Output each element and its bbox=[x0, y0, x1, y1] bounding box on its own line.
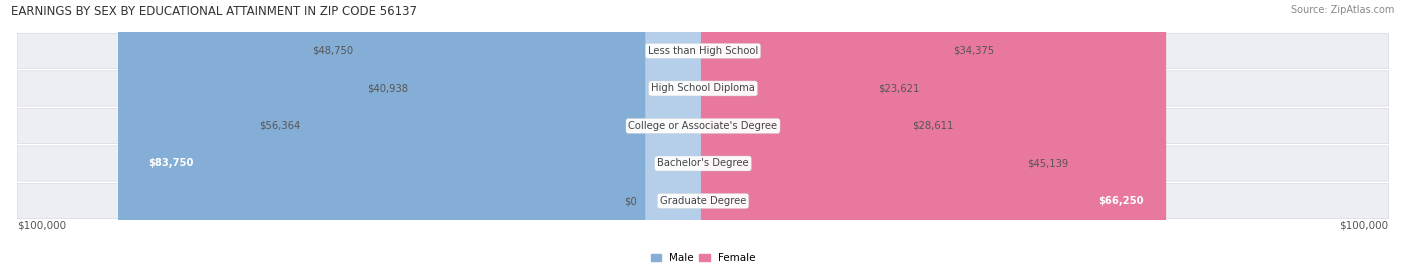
Text: $28,611: $28,611 bbox=[912, 121, 953, 131]
FancyBboxPatch shape bbox=[17, 183, 1389, 219]
FancyBboxPatch shape bbox=[17, 71, 1389, 106]
Text: Bachelor's Degree: Bachelor's Degree bbox=[657, 158, 749, 169]
Text: College or Associate's Degree: College or Associate's Degree bbox=[628, 121, 778, 131]
Text: $23,621: $23,621 bbox=[877, 83, 920, 94]
Text: $34,375: $34,375 bbox=[953, 46, 994, 56]
FancyBboxPatch shape bbox=[416, 0, 704, 268]
Text: $56,364: $56,364 bbox=[259, 121, 301, 131]
Text: Graduate Degree: Graduate Degree bbox=[659, 196, 747, 206]
FancyBboxPatch shape bbox=[17, 33, 1389, 69]
Text: $48,750: $48,750 bbox=[312, 46, 353, 56]
Text: $83,750: $83,750 bbox=[148, 158, 194, 169]
Text: EARNINGS BY SEX BY EDUCATIONAL ATTAINMENT IN ZIP CODE 56137: EARNINGS BY SEX BY EDUCATIONAL ATTAINMEN… bbox=[11, 5, 418, 18]
FancyBboxPatch shape bbox=[702, 0, 1019, 268]
Text: $40,938: $40,938 bbox=[367, 83, 408, 94]
Text: $45,139: $45,139 bbox=[1028, 158, 1069, 169]
FancyBboxPatch shape bbox=[361, 0, 704, 268]
FancyBboxPatch shape bbox=[702, 0, 904, 268]
Text: $0: $0 bbox=[624, 196, 637, 206]
FancyBboxPatch shape bbox=[702, 0, 869, 268]
FancyBboxPatch shape bbox=[645, 0, 704, 268]
Text: $100,000: $100,000 bbox=[17, 221, 66, 230]
FancyBboxPatch shape bbox=[702, 0, 1166, 268]
Text: Less than High School: Less than High School bbox=[648, 46, 758, 56]
FancyBboxPatch shape bbox=[118, 0, 704, 268]
FancyBboxPatch shape bbox=[702, 0, 945, 268]
Text: High School Diploma: High School Diploma bbox=[651, 83, 755, 94]
Legend: Male, Female: Male, Female bbox=[647, 249, 759, 267]
FancyBboxPatch shape bbox=[17, 108, 1389, 144]
FancyBboxPatch shape bbox=[309, 0, 704, 268]
Text: Source: ZipAtlas.com: Source: ZipAtlas.com bbox=[1291, 5, 1395, 15]
Text: $66,250: $66,250 bbox=[1098, 196, 1143, 206]
FancyBboxPatch shape bbox=[17, 146, 1389, 181]
Text: $100,000: $100,000 bbox=[1340, 221, 1389, 230]
